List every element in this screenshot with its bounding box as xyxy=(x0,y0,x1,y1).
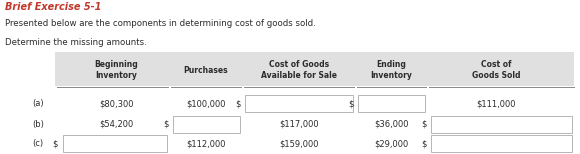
Bar xyxy=(358,95,425,112)
Text: $111,000: $111,000 xyxy=(476,99,516,108)
Text: $: $ xyxy=(163,120,168,129)
Text: (a): (a) xyxy=(32,99,44,108)
Bar xyxy=(431,135,572,152)
Bar xyxy=(431,116,572,133)
Text: $: $ xyxy=(53,139,58,148)
Text: $: $ xyxy=(348,99,353,108)
Text: $112,000: $112,000 xyxy=(186,139,226,148)
Text: Purchases: Purchases xyxy=(184,66,228,75)
Bar xyxy=(245,95,353,112)
Text: (c): (c) xyxy=(32,139,43,148)
Text: $159,000: $159,000 xyxy=(279,139,318,148)
Text: $117,000: $117,000 xyxy=(279,120,318,129)
Text: Ending
Inventory: Ending Inventory xyxy=(371,60,412,80)
Text: $54,200: $54,200 xyxy=(99,120,133,129)
Text: Presented below are the components in determining cost of goods sold.: Presented below are the components in de… xyxy=(5,19,316,28)
Text: $: $ xyxy=(421,139,426,148)
Text: $29,000: $29,000 xyxy=(374,139,409,148)
Text: Brief Exercise 5-1: Brief Exercise 5-1 xyxy=(5,2,101,12)
Bar xyxy=(63,135,167,152)
Text: $: $ xyxy=(235,99,241,108)
Text: $100,000: $100,000 xyxy=(186,99,226,108)
Text: $36,000: $36,000 xyxy=(374,120,409,129)
Text: Cost of
Goods Sold: Cost of Goods Sold xyxy=(472,60,520,80)
Bar xyxy=(173,116,240,133)
Text: (b): (b) xyxy=(32,120,44,129)
Text: $80,300: $80,300 xyxy=(99,99,133,108)
Text: Beginning
Inventory: Beginning Inventory xyxy=(94,60,138,80)
Text: Cost of Goods
Available for Sale: Cost of Goods Available for Sale xyxy=(260,60,337,80)
Text: Determine the missing amounts.: Determine the missing amounts. xyxy=(5,38,146,47)
Bar xyxy=(55,52,574,86)
Text: $: $ xyxy=(421,120,426,129)
